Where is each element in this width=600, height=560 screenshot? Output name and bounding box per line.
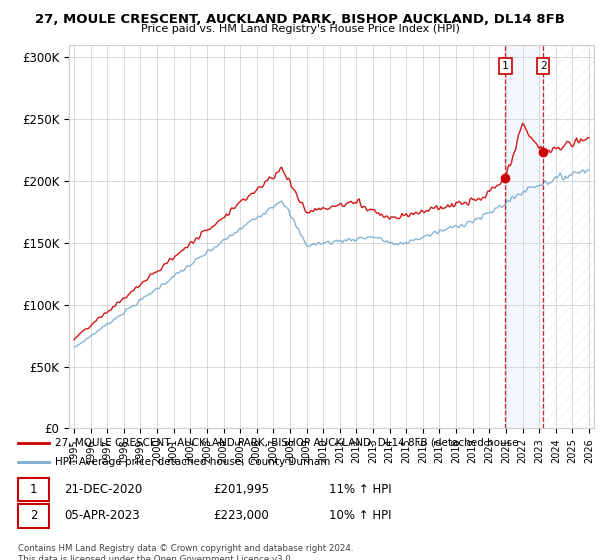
- FancyBboxPatch shape: [18, 478, 49, 501]
- Text: 1: 1: [502, 61, 509, 71]
- Text: Contains HM Land Registry data © Crown copyright and database right 2024.
This d: Contains HM Land Registry data © Crown c…: [18, 544, 353, 560]
- Text: 10% ↑ HPI: 10% ↑ HPI: [329, 510, 391, 522]
- Bar: [544, 45, 600, 428]
- Text: 1: 1: [30, 483, 37, 496]
- Text: HPI: Average price, detached house, County Durham: HPI: Average price, detached house, Coun…: [55, 457, 331, 467]
- Text: £201,995: £201,995: [214, 483, 269, 496]
- Text: 11% ↑ HPI: 11% ↑ HPI: [329, 483, 391, 496]
- FancyBboxPatch shape: [18, 504, 49, 528]
- Bar: [505, 45, 544, 428]
- Text: 2: 2: [540, 61, 547, 71]
- Text: £223,000: £223,000: [214, 510, 269, 522]
- Text: 27, MOULE CRESCENT, AUCKLAND PARK, BISHOP AUCKLAND, DL14 8FB: 27, MOULE CRESCENT, AUCKLAND PARK, BISHO…: [35, 13, 565, 26]
- Text: 27, MOULE CRESCENT, AUCKLAND PARK, BISHOP AUCKLAND, DL14 8FB (detached house: 27, MOULE CRESCENT, AUCKLAND PARK, BISHO…: [55, 437, 519, 447]
- Text: 21-DEC-2020: 21-DEC-2020: [64, 483, 142, 496]
- Text: 05-APR-2023: 05-APR-2023: [64, 510, 139, 522]
- Text: Price paid vs. HM Land Registry's House Price Index (HPI): Price paid vs. HM Land Registry's House …: [140, 24, 460, 34]
- Text: 2: 2: [30, 510, 37, 522]
